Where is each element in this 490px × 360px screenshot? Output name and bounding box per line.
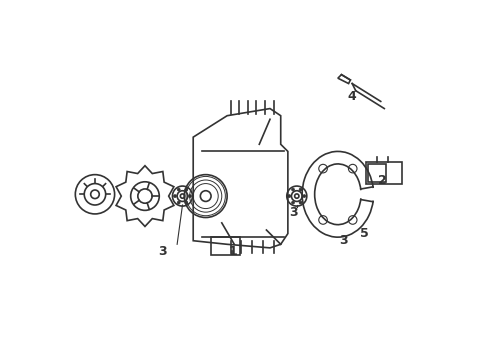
Circle shape [292,188,294,191]
Circle shape [177,188,180,191]
Circle shape [292,201,294,204]
Text: 4: 4 [348,90,357,103]
Circle shape [299,188,302,191]
Circle shape [303,195,306,198]
Circle shape [173,195,176,198]
Text: 5: 5 [360,227,369,240]
Circle shape [299,201,302,204]
Text: 3: 3 [159,245,167,258]
Circle shape [185,188,188,191]
Text: 3: 3 [339,234,347,247]
Circle shape [288,195,291,198]
Circle shape [177,201,180,204]
Text: 3: 3 [289,206,297,219]
Circle shape [185,201,188,204]
Text: 2: 2 [378,174,387,186]
Circle shape [189,195,192,198]
Text: 1: 1 [228,245,237,258]
